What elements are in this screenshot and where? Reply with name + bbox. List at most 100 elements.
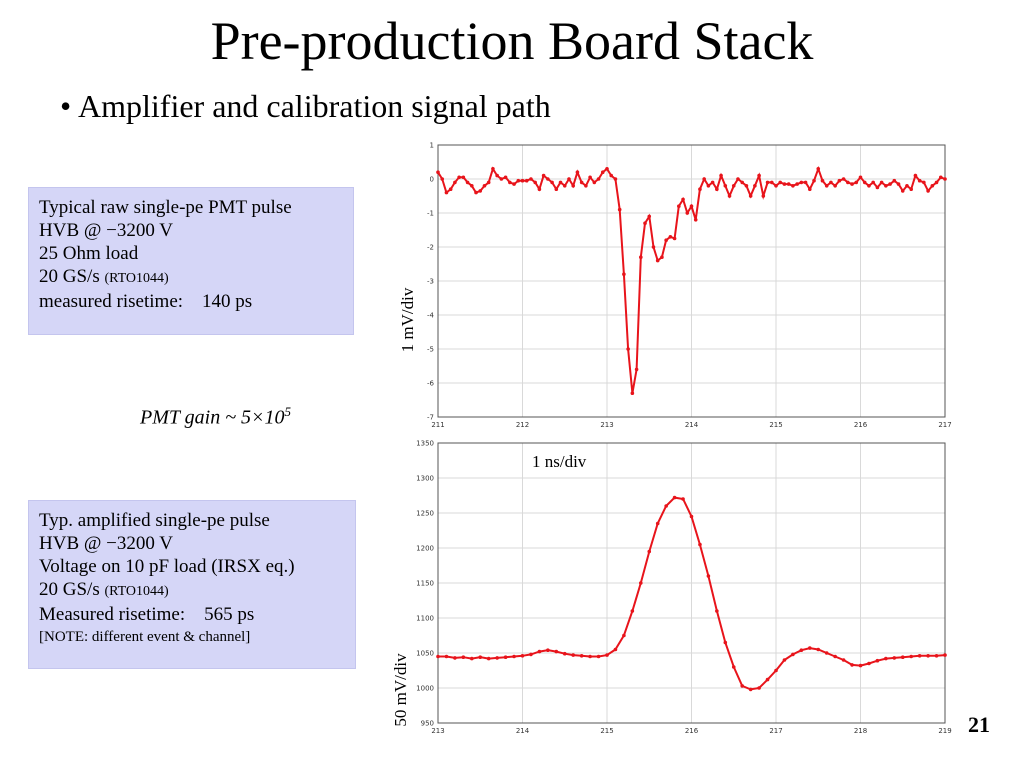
top-chart-x-tick-label: 215 [769, 421, 782, 429]
bottom-chart-data-point [664, 504, 668, 508]
bottom-chart-data-point [470, 656, 474, 661]
bottom-chart-data-point [588, 654, 592, 659]
top-chart-data-point [786, 182, 791, 186]
page-number: 21 [968, 712, 990, 737]
top-chart-data-point [453, 180, 457, 185]
top-chart-data-point [761, 194, 766, 198]
amp-info-note: [NOTE: different event & channel] [39, 629, 251, 645]
top-chart-data-point [672, 236, 677, 241]
top-chart-data-point [744, 184, 749, 188]
bottom-chart-data-point [850, 663, 854, 667]
top-chart-data-point [613, 177, 618, 181]
top-chart-data-point [600, 170, 605, 174]
bottom-chart-data-point [681, 497, 685, 501]
bottom-chart-y-tick-label: 950 [421, 720, 434, 728]
top-chart-data-point [448, 187, 453, 191]
top-chart-data-point [829, 180, 833, 185]
top-chart-y-tick-label: -3 [427, 278, 434, 286]
bottom-chart-data-point [622, 633, 626, 638]
bottom-chart-data-point [917, 654, 922, 658]
bottom-chart-data-point [731, 665, 736, 669]
bottom-chart-data-point [782, 658, 787, 662]
pmt-gain-base: PMT gain ~ 5×10 [140, 406, 285, 429]
bottom-chart-data-point [630, 609, 635, 613]
top-chart-data-point [470, 184, 474, 188]
top-chart-data-point [812, 178, 816, 183]
bottom-chart-data-point [554, 649, 559, 654]
bottom-chart-data-point [613, 647, 618, 652]
pmt-gain-text: PMT gain ~ 5×105 [140, 404, 291, 430]
bottom-chart-data-point [875, 658, 880, 663]
top-chart-data-point [634, 367, 639, 372]
top-chart-data-point [824, 184, 829, 188]
raw-pulse-chart: 211 212 213 214 215 216 217 1 0 -1 -2 -3 -4 -5 -6 -7 [427, 142, 952, 430]
top-chart-data-point [651, 245, 656, 249]
top-chart-data-point [478, 189, 483, 193]
top-chart-data-point [465, 180, 470, 185]
bottom-chart-data-point [672, 495, 677, 500]
top-chart-data-point [643, 221, 647, 225]
top-chart-data-point [715, 187, 719, 191]
bottom-chart-data-point [689, 514, 694, 519]
top-chart-data-point [888, 182, 892, 186]
top-chart-data-point [529, 177, 533, 181]
top-chart-data-point [816, 167, 821, 171]
bottom-chart-x-tick-label: 214 [516, 727, 530, 735]
top-chart-data-point [664, 238, 668, 242]
top-chart-data-point [871, 180, 875, 185]
top-chart-data-point [719, 173, 723, 178]
top-chart-data-point [867, 184, 871, 188]
bottom-chart-data-point [858, 663, 863, 668]
bullet-dot-icon: • [60, 88, 72, 124]
top-chart-data-point [660, 255, 664, 259]
top-chart-data-point [736, 177, 740, 181]
top-chart-data-point [685, 211, 690, 215]
top-chart-data-point [579, 180, 584, 185]
top-chart-data-point [896, 182, 901, 186]
bottom-chart-data-point [757, 686, 761, 690]
bottom-chart-y-tick-label: 1050 [416, 650, 434, 658]
top-chart-data-point [748, 194, 753, 198]
top-chart-data-point [571, 184, 575, 188]
top-chart-data-point [693, 218, 698, 222]
top-chart-data-point [440, 177, 445, 181]
top-chart-data-point [909, 187, 913, 191]
top-chart-y-tick-label: -2 [427, 244, 434, 252]
bottom-chart-data-point [841, 658, 846, 662]
bottom-chart-data-point [706, 574, 711, 578]
bottom-chart-data-point [655, 521, 660, 526]
top-chart-data-point [520, 178, 525, 183]
top-chart-frame [437, 144, 946, 418]
top-chart-data-point [769, 180, 774, 185]
amplified-pulse-chart: 213 214 215 216 217 218 219 1350 1300 1250 1200 115… [416, 440, 952, 736]
top-chart-data-point [689, 204, 694, 208]
bottom-chart-data-point [934, 654, 939, 658]
bottom-chart-data-point [537, 649, 542, 654]
top-chart-data-point [554, 187, 559, 191]
bottom-chart-data-point [943, 653, 947, 657]
raw-info-line5: measured risetime: 140 ps [39, 290, 343, 313]
top-chart-data-point [461, 175, 466, 180]
top-chart-data-point [626, 347, 630, 351]
bottom-chart-x-tick-label: 213 [431, 727, 444, 735]
amp-scope-model: (RTO1044) [104, 584, 169, 599]
bottom-chart-y-tick-label: 1150 [416, 580, 434, 588]
top-chart-data-point [757, 173, 761, 178]
bottom-chart-x-tick-label: 215 [600, 727, 613, 735]
bottom-chart-data-point [512, 654, 516, 659]
bottom-chart-data-point [605, 653, 609, 657]
top-chart-data-point [875, 185, 880, 190]
top-chart-data-point [879, 180, 884, 185]
top-chart-data-point [846, 180, 850, 185]
top-chart-x-tick-label: 214 [685, 421, 699, 429]
top-chart-data-point [550, 180, 554, 185]
top-chart-data-point [702, 177, 706, 181]
amp-info-line4: 20 GS/s (RTO1044) [39, 578, 345, 603]
top-chart-data-point [647, 214, 652, 219]
bottom-chart-data-point [478, 655, 483, 659]
top-chart-data-point [765, 180, 770, 185]
top-chart-data-point [533, 180, 537, 185]
top-chart-data-point [541, 173, 546, 178]
top-chart-data-point [546, 177, 550, 181]
bottom-chart-data-point [698, 542, 702, 547]
